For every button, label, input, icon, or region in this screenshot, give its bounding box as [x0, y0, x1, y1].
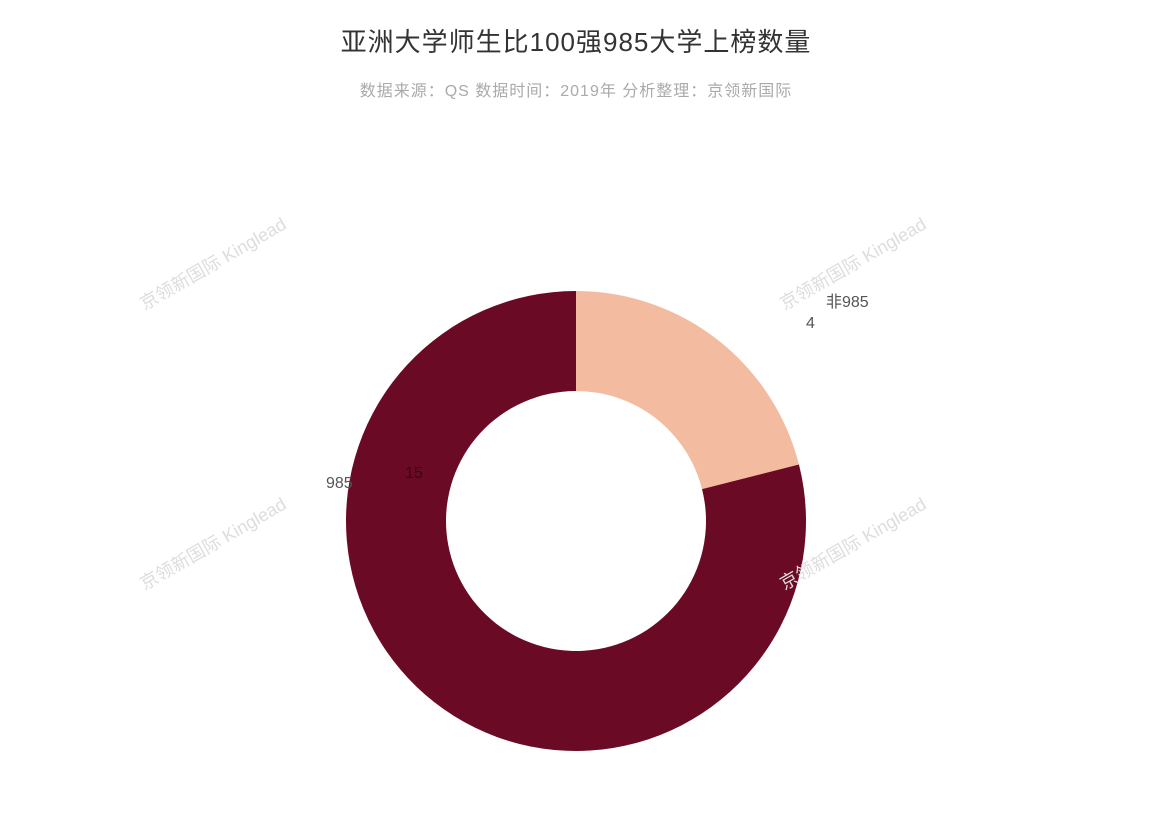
donut-svg	[0, 101, 1152, 821]
slice-value: 4	[806, 315, 815, 333]
donut-slice	[576, 291, 799, 489]
donut-chart	[0, 101, 1152, 826]
slice-label: 非985	[826, 288, 869, 312]
chart-title: 亚洲大学师生比100强985大学上榜数量	[0, 0, 1152, 59]
slice-label: 985	[326, 475, 353, 493]
slice-value: 15	[405, 465, 423, 483]
chart-subtitle: 数据来源：QS 数据时间：2019年 分析整理：京领新国际	[0, 59, 1152, 101]
